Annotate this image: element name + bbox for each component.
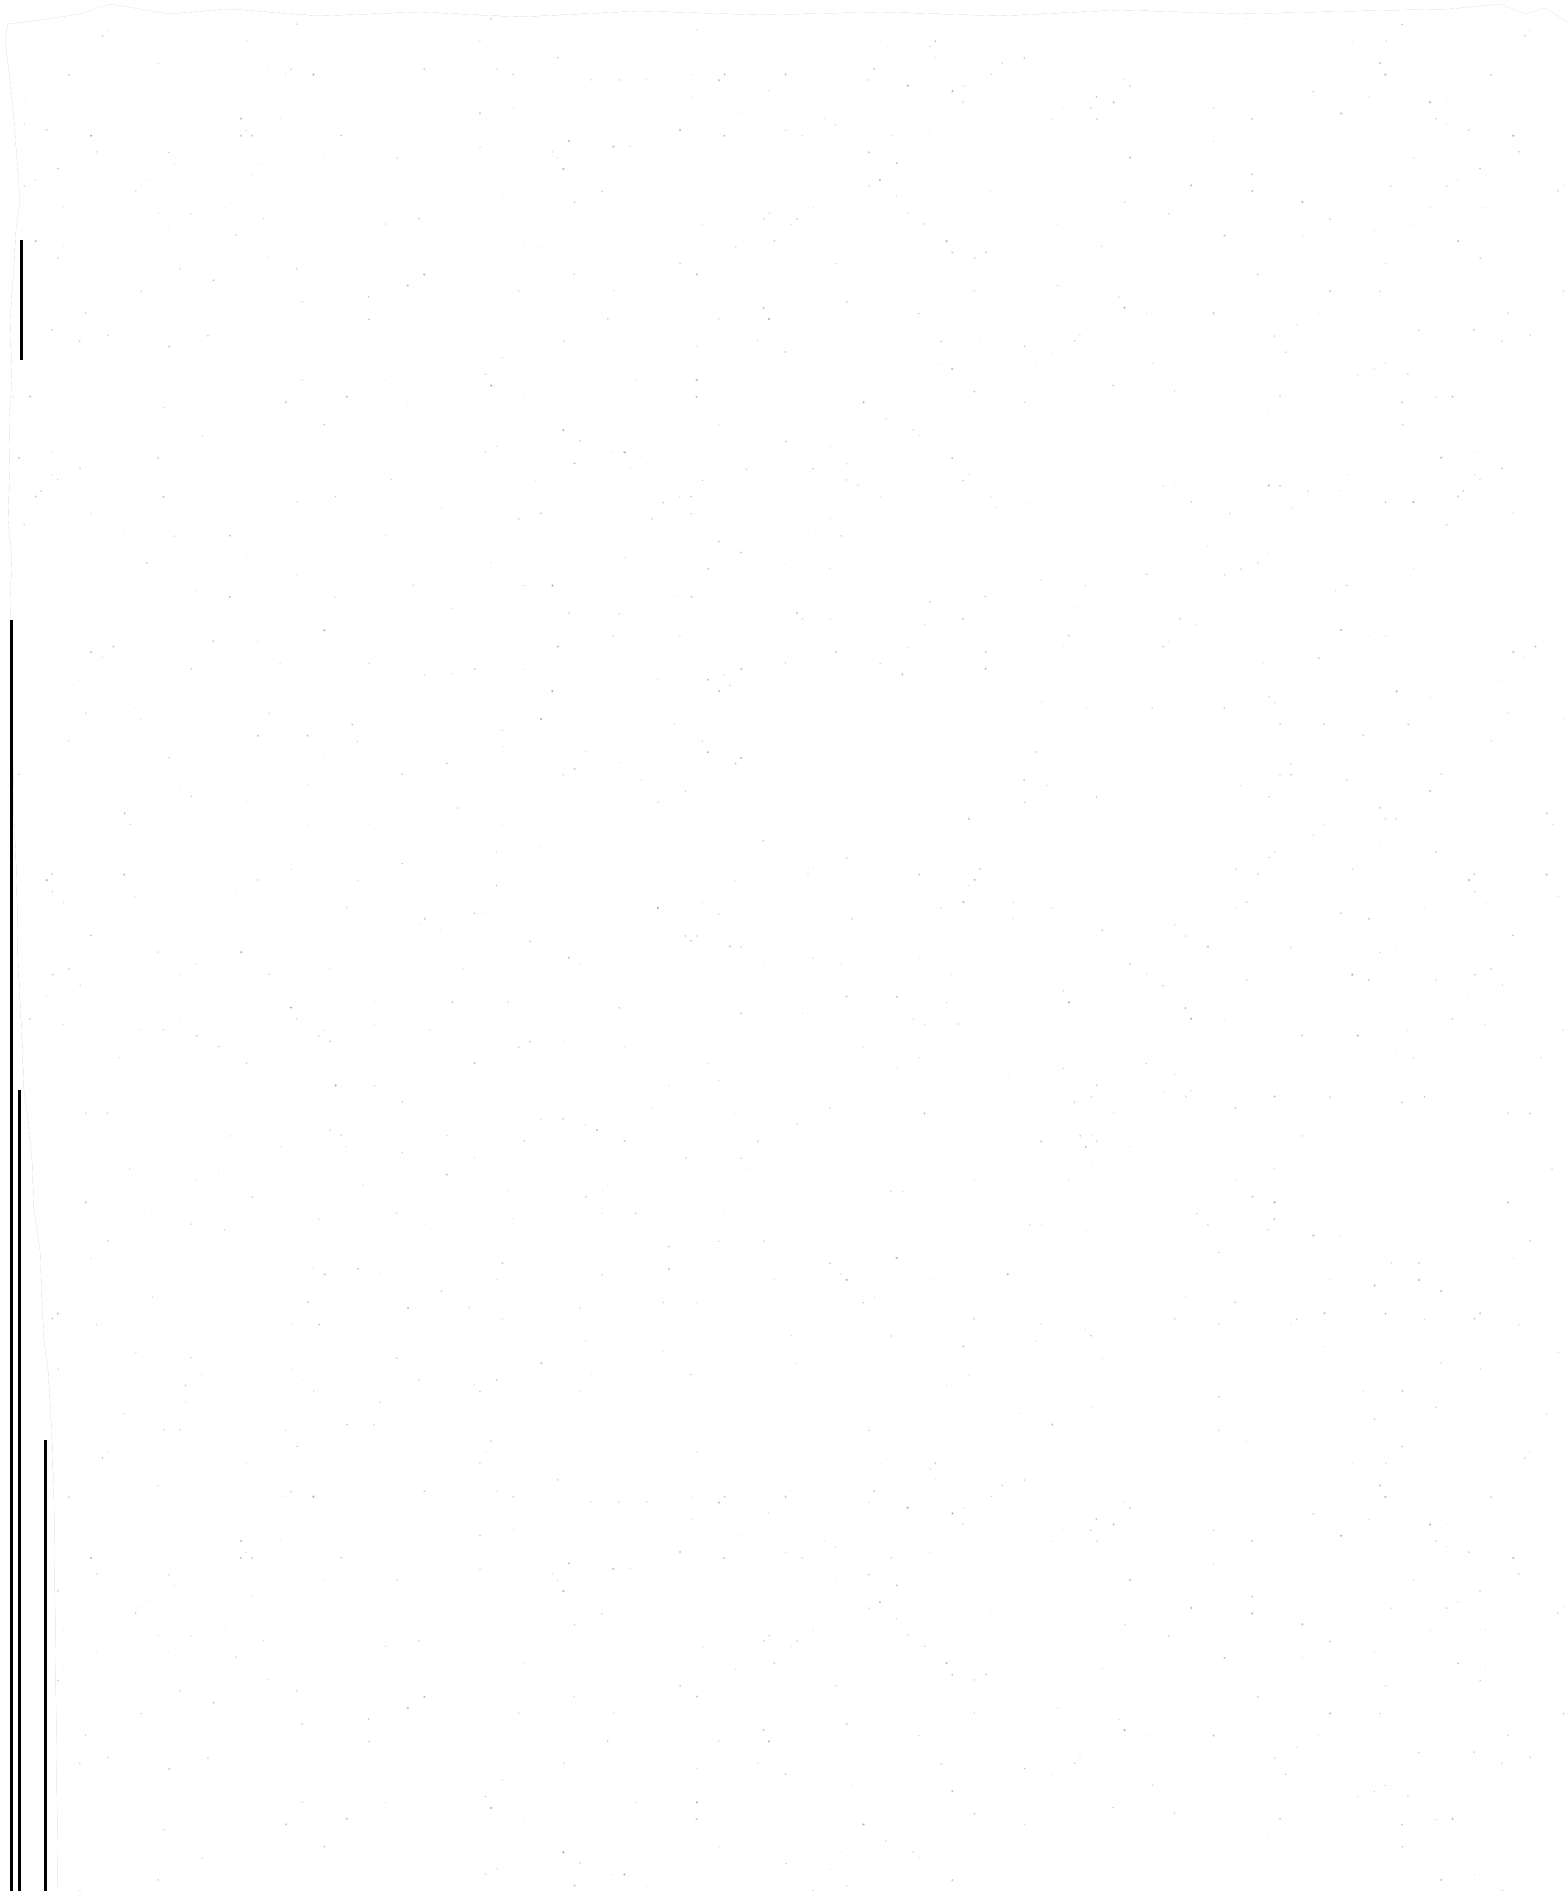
edge-line (10, 620, 13, 1891)
top-text-strip (168, 0, 1438, 10)
edge-line (44, 1440, 47, 1891)
edge-line (18, 1090, 21, 1891)
edge-line (20, 240, 23, 360)
